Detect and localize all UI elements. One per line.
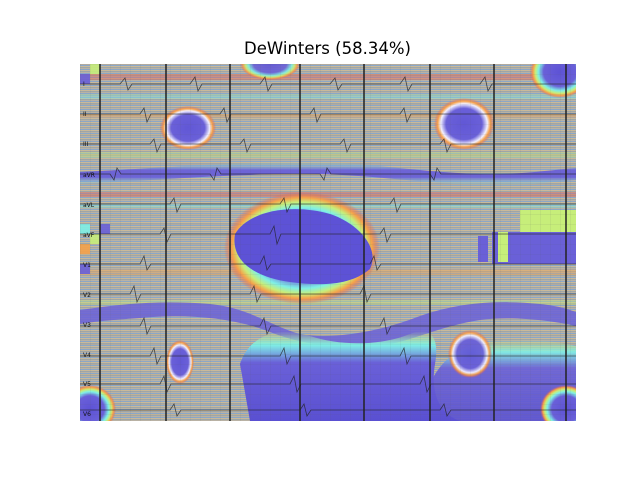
lead-label: aVL xyxy=(83,202,95,209)
lead-label: II xyxy=(83,111,87,118)
figure-title: DeWinters (58.34%) xyxy=(244,39,411,58)
lead-label: aVR xyxy=(83,172,95,179)
lead-label: V1 xyxy=(83,262,91,269)
lead-label: III xyxy=(83,141,89,148)
lead-label: V2 xyxy=(83,292,91,299)
lead-label: V4 xyxy=(83,352,91,359)
lead-label: V6 xyxy=(83,411,91,418)
ecg-heatmap-image: I II III aVR aVL aVF V1 V2 V3 V4 V5 V6 xyxy=(80,64,576,421)
lead-label: V5 xyxy=(83,381,91,388)
lead-label: V3 xyxy=(83,322,91,329)
lead-label: aVF xyxy=(83,232,95,239)
lead-label: I xyxy=(83,81,85,88)
